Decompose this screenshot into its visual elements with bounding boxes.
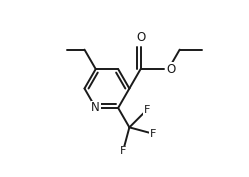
Text: F: F	[143, 105, 150, 115]
Text: F: F	[150, 129, 156, 139]
Text: F: F	[120, 146, 126, 156]
Text: N: N	[91, 101, 100, 115]
Text: O: O	[136, 31, 145, 44]
Text: O: O	[167, 62, 176, 76]
